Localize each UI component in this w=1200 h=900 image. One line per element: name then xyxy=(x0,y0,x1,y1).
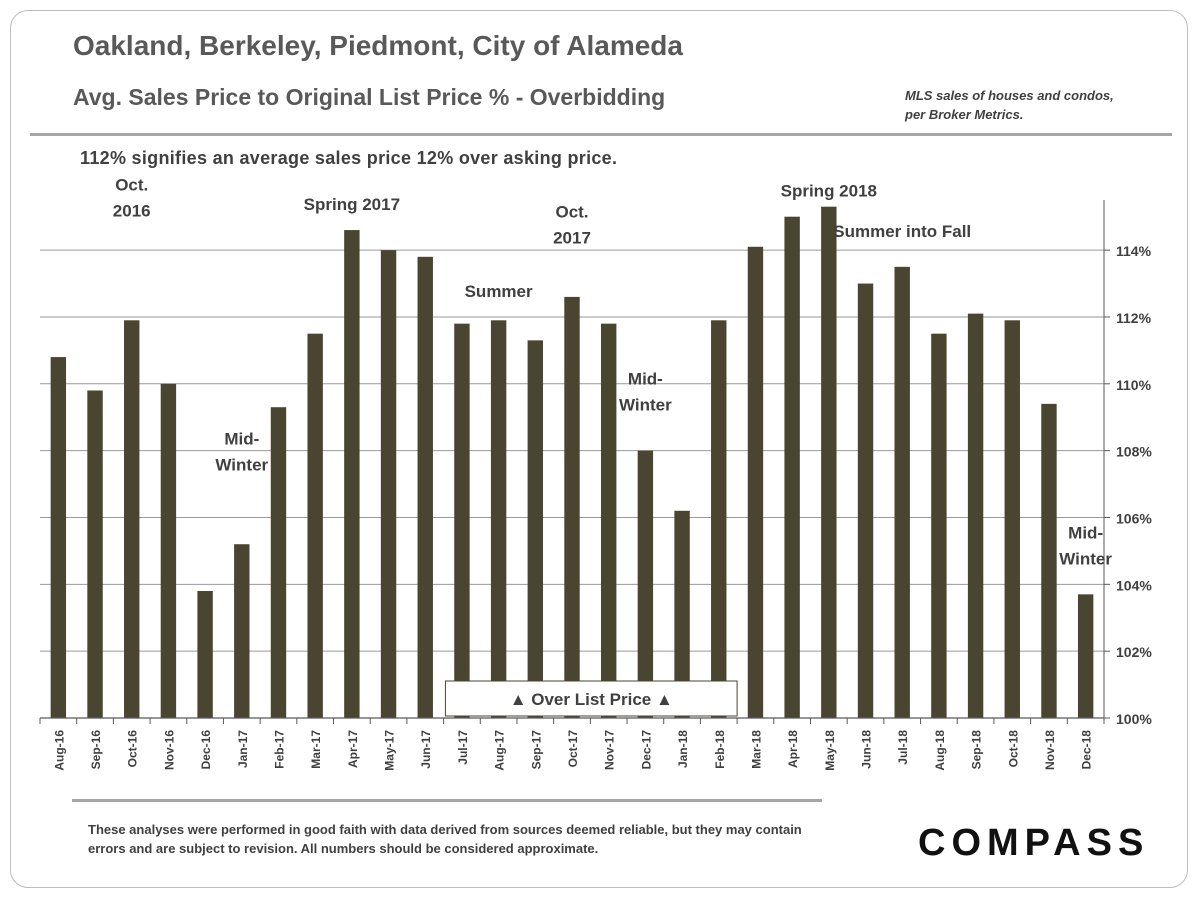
x-tick-label: May-17 xyxy=(383,730,397,771)
x-tick-label: Jan-17 xyxy=(236,730,250,768)
bar xyxy=(1077,594,1094,718)
x-tick-label: Jan-18 xyxy=(676,730,690,768)
annotation-label: Summer xyxy=(465,282,533,301)
annotation-label: Winter xyxy=(215,456,268,475)
y-tick-label: 110% xyxy=(1116,377,1152,393)
x-tick-label: Apr-17 xyxy=(346,730,360,768)
bar xyxy=(270,407,287,718)
x-tick-label: Oct-18 xyxy=(1006,730,1020,768)
x-tick-label: Oct-17 xyxy=(566,730,580,768)
x-tick-label: Sep-16 xyxy=(89,730,103,770)
explanation-note: 112% signifies an average sales price 12… xyxy=(80,148,618,168)
bar xyxy=(894,266,910,718)
over-list-price-box xyxy=(444,680,738,717)
bar xyxy=(821,206,837,718)
x-tick-label: Dec-18 xyxy=(1080,730,1094,770)
header-divider xyxy=(30,133,1172,136)
x-tick-label: Mar-17 xyxy=(309,730,323,769)
bar xyxy=(380,250,397,718)
bar xyxy=(417,256,433,718)
chart-card xyxy=(10,10,1188,888)
y-tick-label: 112% xyxy=(1116,310,1152,326)
annotation-label: Mid- xyxy=(224,430,259,449)
x-tick-label: Sep-18 xyxy=(970,730,984,770)
x-tick-label: Oct-16 xyxy=(126,730,140,768)
bar xyxy=(197,591,213,718)
source-line-2: per Broker Metrics. xyxy=(905,107,1024,122)
x-tick-label: Aug-16 xyxy=(52,730,66,771)
x-tick-label: Mar-18 xyxy=(749,730,763,769)
bar xyxy=(160,383,177,718)
bar xyxy=(600,323,617,718)
x-tick-label: Jul-18 xyxy=(896,730,910,765)
x-tick-label: Apr-18 xyxy=(786,730,800,768)
bar xyxy=(527,340,544,718)
bar xyxy=(857,283,874,718)
annotation-label: Winter xyxy=(619,396,672,415)
annotation-label: 2016 xyxy=(113,202,151,221)
bar xyxy=(747,246,764,718)
bar xyxy=(1004,320,1020,718)
bar xyxy=(674,510,690,718)
bar xyxy=(490,320,507,718)
x-tick-label: Aug-18 xyxy=(933,730,947,771)
over-list-price-label: ▲ Over List Price ▲ xyxy=(510,690,673,709)
bar xyxy=(50,357,67,718)
bar xyxy=(87,390,103,718)
bar xyxy=(967,313,984,718)
x-tick-label: May-18 xyxy=(823,730,837,771)
y-tick-label: 108% xyxy=(1116,444,1152,460)
annotation-label: Summer into Fall xyxy=(833,222,971,241)
source-note: MLS sales of houses and condos, per Brok… xyxy=(905,86,1165,124)
y-tick-label: 104% xyxy=(1116,577,1152,593)
disclaimer-text: These analyses were performed in good fa… xyxy=(88,822,802,856)
x-tick-label: Jun-17 xyxy=(419,730,433,769)
bar xyxy=(637,450,654,718)
x-tick-label: Dec-16 xyxy=(199,730,213,770)
x-tick-label: Sep-17 xyxy=(529,730,543,770)
annotation-label: Spring 2018 xyxy=(781,182,877,201)
bar xyxy=(307,333,323,718)
bar xyxy=(564,296,580,718)
source-line-1: MLS sales of houses and condos, xyxy=(905,88,1114,103)
chart-subtitle: Avg. Sales Price to Original List Price … xyxy=(73,84,666,110)
bar xyxy=(344,230,360,718)
y-tick-label: 114% xyxy=(1116,243,1152,259)
annotation-label: Winter xyxy=(1059,549,1112,568)
x-tick-label: Aug-17 xyxy=(493,730,507,771)
footer-divider xyxy=(72,799,822,802)
bar xyxy=(124,320,140,718)
bar xyxy=(454,323,470,718)
annotation-label: Mid- xyxy=(1068,523,1103,542)
bar xyxy=(1041,403,1057,718)
x-tick-label: Jul-17 xyxy=(456,730,470,765)
y-tick-label: 100% xyxy=(1116,711,1152,727)
x-tick-label: Nov-17 xyxy=(603,730,617,770)
x-tick-label: Nov-16 xyxy=(162,730,176,770)
x-tick-label: Nov-18 xyxy=(1043,730,1057,770)
bar xyxy=(711,320,727,718)
annotation-label: 2017 xyxy=(553,228,591,247)
bar xyxy=(784,216,800,719)
x-tick-label: Feb-17 xyxy=(272,730,286,769)
y-tick-label: 106% xyxy=(1116,510,1152,526)
bar xyxy=(931,333,947,718)
annotation-label: Spring 2017 xyxy=(304,195,400,214)
bar xyxy=(234,544,250,718)
annotation-label: Oct. xyxy=(115,176,148,195)
annotation-label: Mid- xyxy=(628,370,663,389)
x-tick-label: Dec-17 xyxy=(639,730,653,770)
x-tick-label: Jun-18 xyxy=(860,730,874,769)
chart-title: Oakland, Berkeley, Piedmont, City of Ala… xyxy=(73,30,683,61)
y-tick-label: 102% xyxy=(1116,644,1152,660)
compass-logo: COMPASS xyxy=(918,822,1150,864)
annotation-label: Oct. xyxy=(555,202,588,221)
x-tick-label: Feb-18 xyxy=(713,730,727,769)
